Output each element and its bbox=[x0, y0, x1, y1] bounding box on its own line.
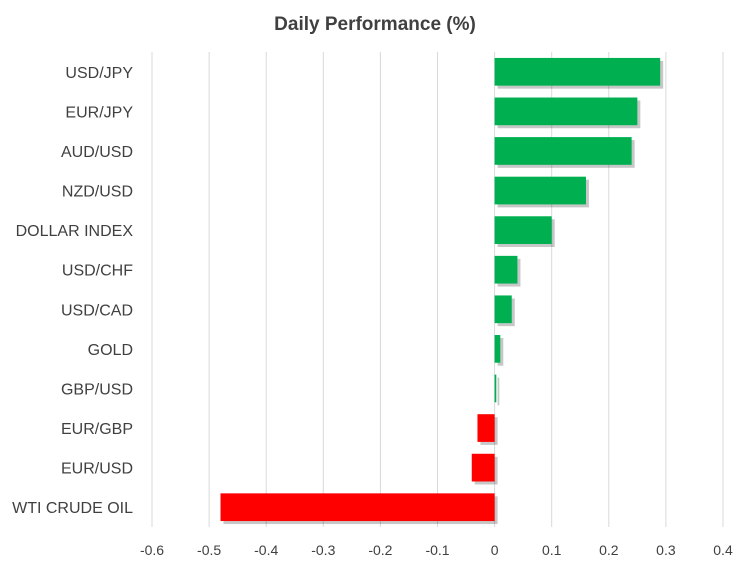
bar bbox=[494, 295, 512, 324]
bar bbox=[494, 97, 638, 126]
category-label: NZD/USD bbox=[62, 184, 133, 201]
x-tick-label: 0 bbox=[491, 542, 499, 558]
x-tick-label: -0.4 bbox=[254, 542, 278, 558]
bars bbox=[220, 57, 664, 525]
x-tick-label: 0.3 bbox=[656, 542, 676, 558]
category-label: EUR/USD bbox=[61, 461, 133, 478]
category-label: GBP/USD bbox=[61, 381, 133, 398]
x-tick-label: -0.2 bbox=[368, 542, 392, 558]
category-label: USD/CAD bbox=[61, 302, 133, 319]
bar-shadow bbox=[497, 338, 504, 366]
bar bbox=[494, 335, 501, 363]
grid bbox=[151, 52, 724, 527]
bar bbox=[494, 374, 497, 403]
chart-title: Daily Performance (%) bbox=[274, 14, 476, 35]
category-label: EUR/JPY bbox=[65, 104, 133, 121]
bar bbox=[494, 176, 586, 205]
category-label: GOLD bbox=[88, 342, 133, 359]
x-tick-label: 0.2 bbox=[599, 542, 619, 558]
category-labels: USD/JPY EUR/JPY AUD/USD NZD/USD DOLLAR INDEX… bbox=[12, 65, 133, 517]
bar bbox=[477, 414, 495, 442]
x-tick-labels: -0.6 -0.5 -0.4 -0.3 -0.2 -0.1 0 0.1 0.2 0.3 0.4 bbox=[140, 542, 733, 558]
bar bbox=[494, 216, 552, 244]
category-label: AUD/USD bbox=[61, 144, 133, 161]
x-tick-label: -0.6 bbox=[140, 542, 164, 558]
bar bbox=[494, 255, 518, 284]
category-label: EUR/GBP bbox=[61, 421, 133, 438]
category-label: USD/JPY bbox=[65, 65, 133, 82]
x-tick-label: -0.5 bbox=[197, 542, 221, 558]
bar bbox=[220, 493, 495, 522]
bar bbox=[494, 137, 632, 165]
bar-shadow bbox=[497, 377, 500, 406]
bar bbox=[494, 57, 661, 86]
category-label: DOLLAR INDEX bbox=[16, 223, 134, 240]
category-label: USD/CHF bbox=[62, 263, 133, 280]
x-tick-label: -0.3 bbox=[311, 542, 335, 558]
x-tick-label: 0.4 bbox=[713, 542, 733, 558]
category-label: WTI CRUDE OIL bbox=[12, 500, 133, 517]
x-tick-label: -0.1 bbox=[425, 542, 449, 558]
bar bbox=[471, 453, 495, 482]
x-tick-label: 0.1 bbox=[542, 542, 562, 558]
